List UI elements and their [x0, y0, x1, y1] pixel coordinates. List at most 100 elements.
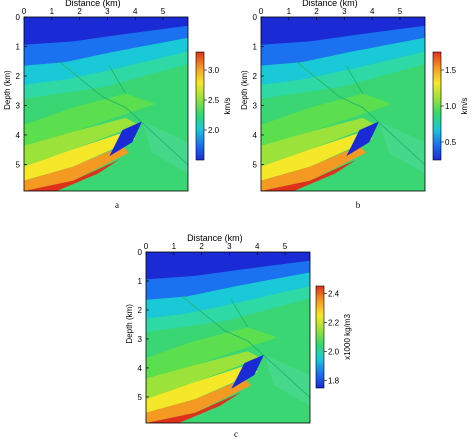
colorbar-tick-label: 1.0 [445, 102, 457, 111]
y-tick-label: 2 [138, 306, 143, 315]
plot-frame [23, 16, 189, 192]
fault-lens [346, 121, 380, 157]
layer-band-5 [146, 392, 242, 423]
fault-block [379, 121, 425, 174]
colorbar [432, 51, 442, 161]
layer-cyan [24, 37, 188, 85]
velocity-model-image [24, 17, 188, 191]
layer-band-3 [146, 364, 258, 413]
x-tick-label: 0 [144, 242, 149, 251]
panel-label: b [356, 200, 361, 210]
colorbar [195, 51, 205, 161]
y-tick-label: 5 [253, 160, 258, 169]
layer-band-5 [24, 159, 120, 191]
y-tick-label: 0 [16, 13, 21, 22]
chart-panel-c: Distance (km) 0 1 2 3 4 5 0 1 2 3 4 5 Depth (km) 2.4 2.… [125, 233, 352, 439]
colorbar-tick-label: 1.5 [445, 66, 457, 75]
layer-shallow-0 [146, 252, 310, 280]
fault-lens [109, 121, 143, 157]
fault-line-2 [230, 299, 249, 328]
colorbar-tick-label: 1.8 [328, 377, 340, 386]
x-tick-label: 4 [255, 242, 260, 251]
x-tick-label: 2 [314, 7, 319, 16]
colorbar-label: km/s [460, 98, 469, 115]
y-axis-title: Depth (km) [240, 70, 249, 110]
chart-panel-a: Distance (km) 0 1 2 3 4 5 0 1 2 3 4 5 Depth (km) 3.0 2.… [3, 0, 232, 210]
y-tick-label: 1 [138, 277, 143, 286]
layer-band-1 [146, 327, 278, 379]
layer-band-2 [24, 117, 139, 167]
layer-teal [24, 51, 188, 99]
x-tick-label: 5 [398, 7, 403, 16]
colorbar-tick-label: 2.0 [208, 126, 220, 135]
x-tick-label: 2 [77, 7, 82, 16]
colorbar-label: x1000 kg/m3 [343, 314, 352, 360]
layer-shallow-0 [261, 17, 425, 45]
layer-band-4 [146, 378, 251, 423]
colorbar-tick-label: 2.5 [208, 96, 220, 105]
panel-label: a [115, 200, 119, 210]
fault-block [264, 354, 310, 406]
y-tick-label: 4 [253, 131, 258, 140]
x-tick-label: 4 [133, 7, 138, 16]
velocity-model-image [146, 252, 310, 423]
y-tick-label: 0 [253, 13, 258, 22]
layer-band-2 [261, 117, 376, 167]
layer-band-1 [261, 93, 393, 146]
colorbar-tick-label: 3.0 [208, 66, 220, 75]
layer-band-1 [24, 93, 156, 146]
x-tick-label: 2 [199, 242, 204, 251]
y-tick-label: 0 [138, 248, 143, 257]
layer-cyan [146, 272, 310, 319]
x-tick-label: 1 [287, 7, 292, 16]
fault-line-1 [181, 296, 310, 398]
fault-line-2 [108, 65, 127, 94]
panel-label: c [234, 429, 238, 439]
colorbar-tick-label: 2.2 [328, 318, 340, 327]
layer-teal [146, 286, 310, 333]
x-tick-label: 5 [283, 242, 288, 251]
layer-band-4 [24, 145, 129, 191]
colorbar-tick-label: 0.5 [445, 138, 457, 147]
layer-band-4 [261, 145, 366, 191]
layer-band-3 [24, 131, 136, 181]
colorbar [315, 285, 325, 389]
fault-block [142, 121, 188, 174]
y-axis-title: Depth (km) [3, 70, 12, 110]
colorbar-label: km/s [223, 98, 232, 115]
x-axis-title: Distance (km) [187, 233, 243, 243]
plot-frame [145, 251, 311, 424]
x-tick-label: 3 [342, 7, 347, 16]
y-tick-label: 4 [138, 364, 143, 373]
y-tick-label: 3 [253, 101, 258, 110]
x-tick-label: 1 [172, 242, 177, 251]
layer-band-5 [261, 159, 357, 191]
x-tick-label: 0 [259, 7, 264, 16]
fault-line-1 [59, 61, 188, 166]
y-tick-label: 3 [16, 101, 21, 110]
velocity-model-image [261, 17, 425, 191]
x-tick-label: 1 [50, 7, 55, 16]
layer-band-2 [146, 351, 261, 400]
fault-lens [231, 354, 265, 389]
layer-cyan [261, 37, 425, 85]
x-tick-label: 4 [370, 7, 375, 16]
plot-frame [260, 16, 426, 192]
y-tick-label: 1 [253, 42, 258, 51]
fault-line-2 [345, 65, 364, 94]
x-tick-label: 0 [22, 7, 27, 16]
x-tick-label: 5 [161, 7, 166, 16]
y-tick-label: 1 [16, 42, 21, 51]
y-tick-label: 2 [253, 72, 258, 81]
y-axis-title: Depth (km) [125, 304, 134, 344]
y-tick-label: 2 [16, 72, 21, 81]
layer-shallow-0 [24, 17, 188, 45]
x-tick-label: 3 [105, 7, 110, 16]
y-tick-label: 5 [16, 160, 21, 169]
layer-teal [261, 51, 425, 99]
x-axis-title: Distance (km) [65, 0, 121, 8]
y-tick-label: 5 [138, 393, 143, 402]
colorbar-tick-label: 2.0 [328, 348, 340, 357]
